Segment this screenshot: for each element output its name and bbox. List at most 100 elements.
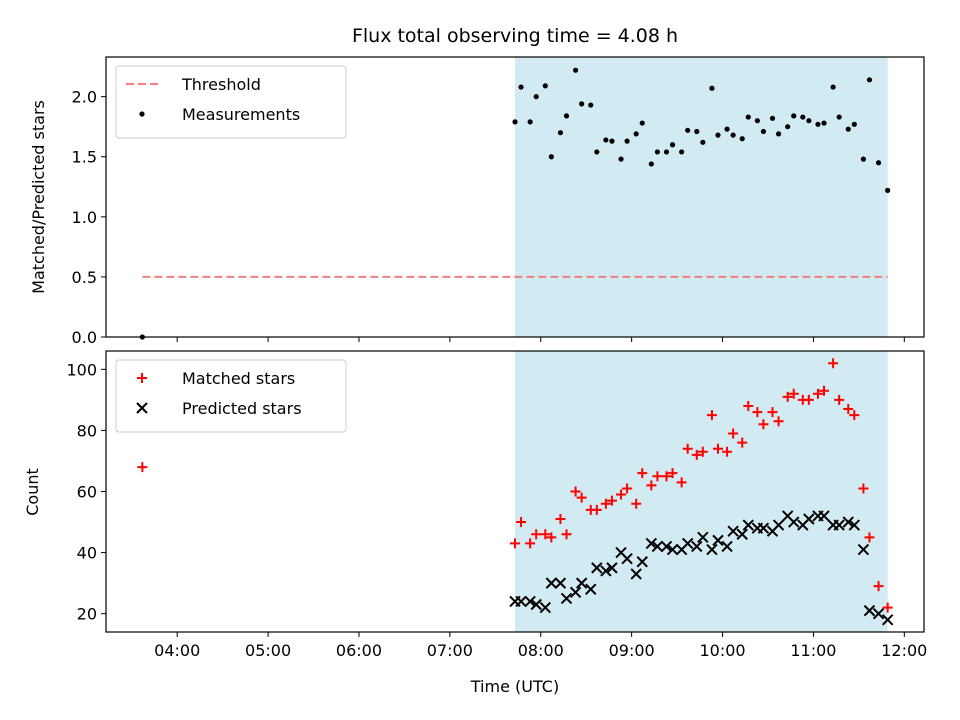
data-point	[806, 118, 812, 124]
data-point	[663, 149, 670, 155]
data-point	[651, 540, 664, 553]
data-point	[546, 532, 557, 543]
data-point	[603, 137, 609, 143]
legend-label: Threshold	[181, 75, 261, 94]
observing-span	[515, 57, 888, 337]
data-point	[633, 131, 639, 137]
data-point	[660, 540, 673, 553]
data-point	[730, 132, 736, 138]
data-point	[631, 498, 642, 509]
data-point	[800, 114, 806, 120]
data-point	[849, 410, 860, 421]
data-point	[742, 519, 754, 531]
data-point	[524, 595, 536, 608]
y-tick-label: 60	[77, 483, 97, 502]
data-point	[697, 531, 709, 544]
data-point	[576, 492, 587, 503]
data-point	[833, 519, 845, 531]
data-point	[754, 118, 760, 124]
data-point	[803, 513, 815, 525]
top-ylabel: Matched/Predicted stars	[29, 100, 48, 294]
data-point	[591, 504, 602, 515]
data-point	[788, 516, 800, 528]
data-point	[788, 388, 799, 399]
data-point	[637, 468, 648, 479]
data-point	[724, 126, 730, 132]
y-tick-label: 0.0	[72, 328, 97, 347]
data-point	[843, 404, 854, 415]
data-point	[661, 471, 672, 482]
data-point	[666, 543, 679, 556]
data-point	[137, 462, 148, 473]
data-point	[885, 187, 891, 193]
data-point	[819, 385, 830, 396]
data-point	[539, 601, 552, 614]
chart-title: Flux total observing time = 4.08 h	[352, 25, 678, 47]
data-point	[676, 477, 687, 488]
data-point	[752, 407, 763, 418]
y-tick-label: 0.5	[72, 268, 97, 287]
data-point	[555, 513, 566, 524]
x-tick-label: 05:00	[245, 641, 291, 660]
data-point	[760, 128, 767, 135]
data-point	[548, 154, 554, 160]
data-point	[721, 540, 733, 553]
data-point	[609, 138, 615, 144]
data-point	[772, 519, 785, 531]
data-point	[812, 388, 823, 399]
data-point	[652, 471, 663, 482]
data-point	[554, 577, 567, 589]
series-predicted-stars	[509, 510, 894, 626]
data-point	[722, 446, 733, 457]
data-point	[685, 127, 691, 133]
data-point	[691, 449, 702, 460]
data-point	[569, 586, 582, 599]
data-point	[785, 124, 791, 130]
data-point	[588, 102, 594, 108]
legend-box	[115, 65, 347, 139]
data-point	[621, 552, 633, 565]
data-point	[570, 486, 581, 497]
data-point	[709, 85, 715, 91]
data-point	[706, 543, 718, 556]
data-point	[639, 120, 645, 126]
data-point	[563, 113, 570, 119]
data-point	[836, 114, 842, 120]
data-point	[834, 394, 845, 405]
data-point	[540, 529, 551, 540]
data-point	[531, 529, 542, 540]
y-tick-label: 80	[77, 421, 97, 440]
data-point	[697, 446, 708, 457]
data-point	[845, 126, 851, 132]
series-measurements	[139, 67, 891, 340]
data-point	[681, 537, 694, 550]
data-point	[575, 577, 588, 589]
data-point	[572, 67, 579, 73]
data-point	[821, 120, 827, 126]
data-point	[594, 149, 600, 155]
bottom-panel: 20 40 60 80 100 04:00 05:00 06:00 07:00 08:00 09:0…	[66, 350, 927, 660]
data-point	[636, 556, 648, 568]
data-point	[727, 525, 739, 537]
data-point	[775, 131, 782, 137]
data-point	[737, 437, 748, 448]
data-point	[882, 602, 893, 613]
data-point	[758, 419, 769, 430]
data-point	[863, 604, 876, 617]
y-tick-label: 100	[66, 360, 97, 379]
data-point	[728, 428, 739, 439]
data-point	[616, 489, 627, 500]
data-point	[527, 119, 533, 125]
plot-frame	[105, 56, 925, 338]
data-point	[622, 483, 633, 494]
data-point	[579, 101, 585, 107]
data-point	[669, 142, 676, 148]
legend-label: Matched stars	[182, 369, 295, 388]
data-point	[864, 532, 875, 543]
data-point	[682, 443, 693, 454]
legend-handle	[137, 373, 147, 383]
data-point	[630, 568, 642, 580]
data-point	[624, 138, 630, 144]
data-point	[773, 416, 784, 427]
